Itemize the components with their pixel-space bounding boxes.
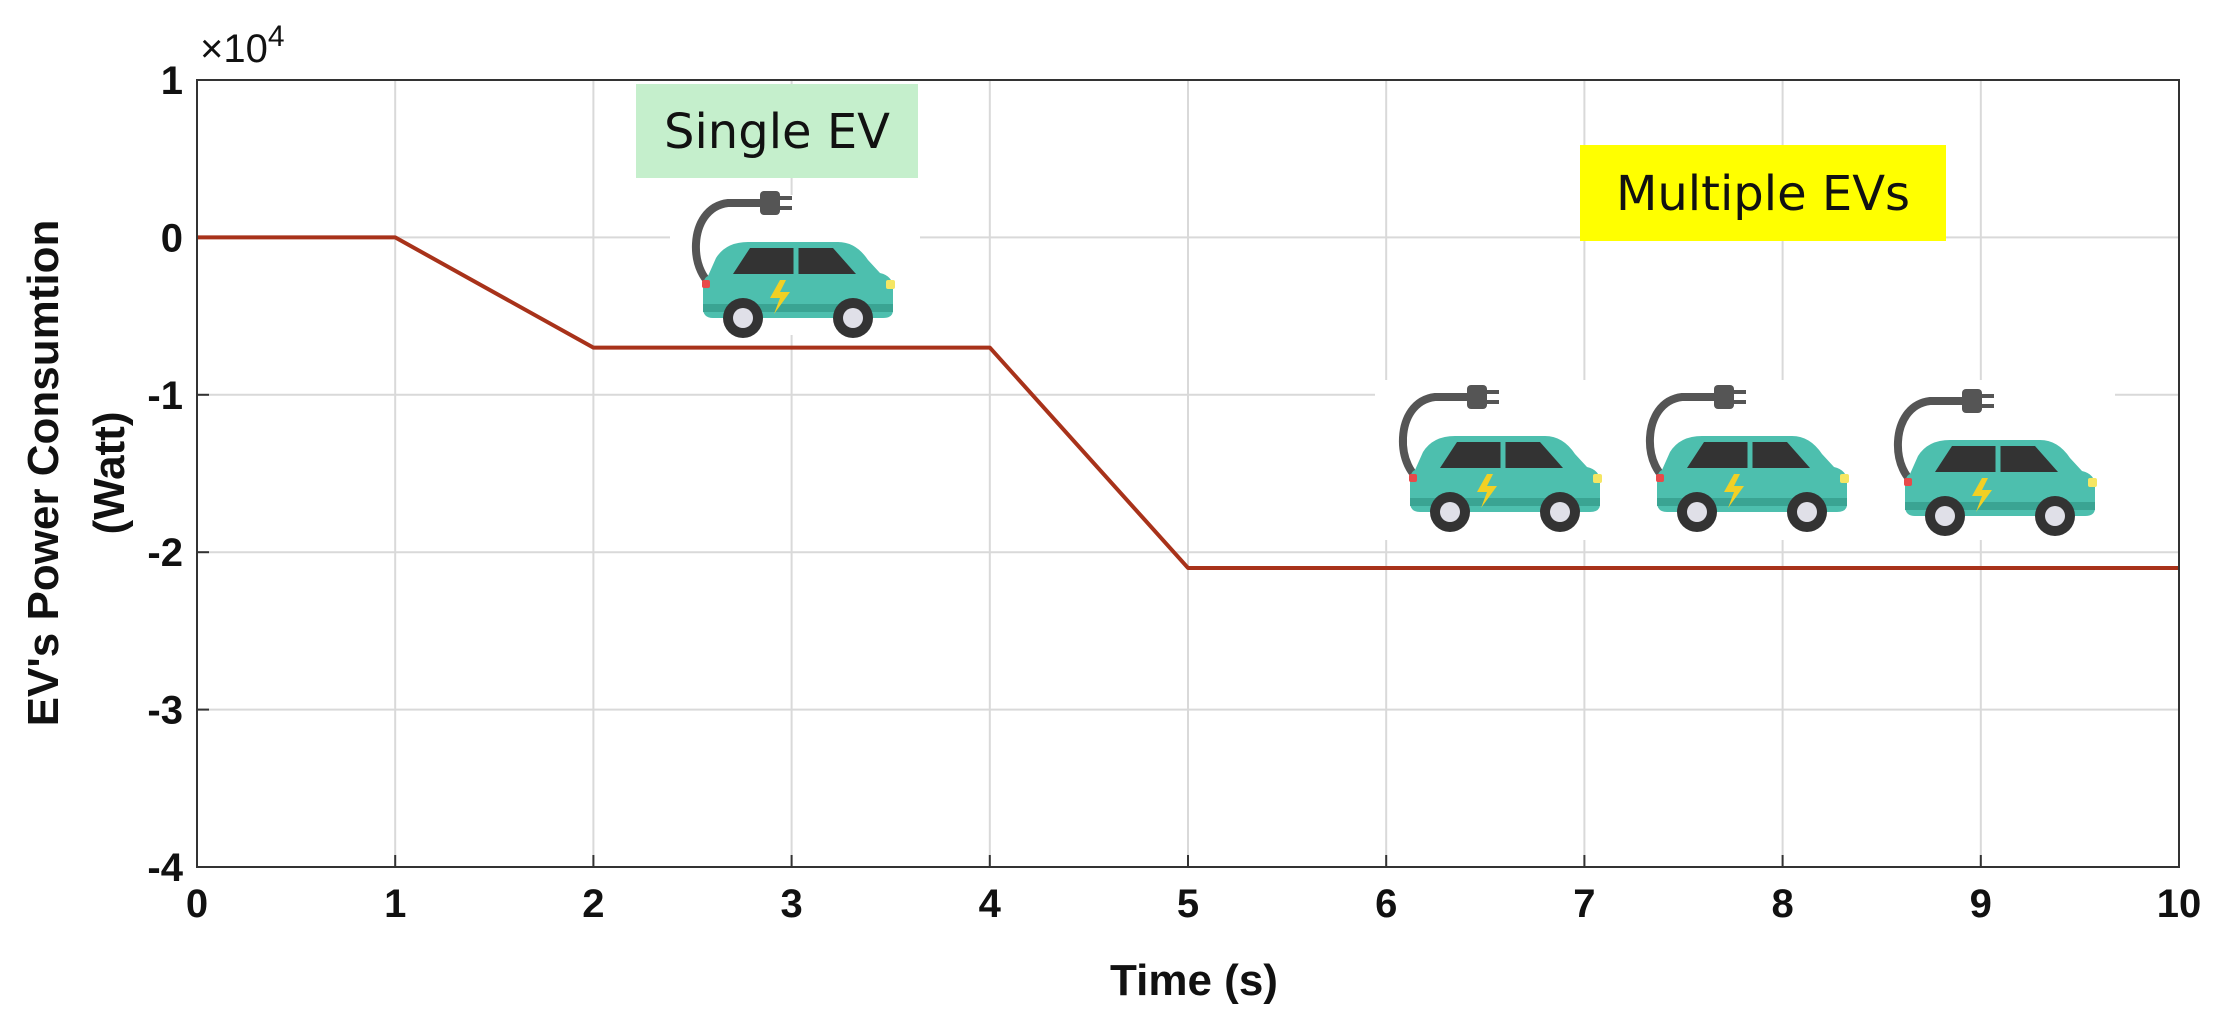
y-tick-label: 1 — [161, 59, 183, 103]
y-exponent: ×104 — [200, 20, 285, 71]
annotation-single-ev-box — [636, 84, 918, 178]
x-tick-labels: 0 1 2 3 4 5 6 7 8 9 10 — [186, 882, 2201, 926]
y-axis-label: EV's Power Consumtion (Watt) — [19, 220, 134, 727]
x-tick-label: 2 — [582, 882, 604, 926]
y-tick-label: -1 — [147, 374, 183, 418]
series-layer — [197, 235, 2179, 570]
x-tick-label: 3 — [780, 882, 802, 926]
x-tick-label: 10 — [2157, 882, 2202, 926]
x-tick-label: 4 — [979, 882, 1002, 926]
annotation-single-ev: Single EV — [636, 84, 918, 178]
y-tick-label: -2 — [147, 531, 183, 575]
x-axis-label: Time (s) — [1110, 956, 1278, 1005]
y-tick-label: 0 — [161, 216, 183, 260]
x-tick-label: 1 — [384, 882, 406, 926]
annotation-multiple-evs: Multiple EVs — [1580, 145, 1946, 241]
x-tick-label: 9 — [1970, 882, 1992, 926]
annotation-multiple-evs-box — [1580, 145, 1946, 241]
x-tick-label: 0 — [186, 882, 208, 926]
x-tick-label: 5 — [1177, 882, 1199, 926]
y-exponent-power: 4 — [268, 20, 285, 53]
y-tick-labels: 1 0 -1 -2 -3 -4 — [147, 59, 183, 890]
y-axis-label-line-2: (Watt) — [85, 412, 134, 535]
y-axis-label-line-1: EV's Power Consumtion — [19, 220, 68, 727]
x-tick-label: 8 — [1771, 882, 1793, 926]
y-tick-label: -4 — [147, 846, 183, 890]
ev-charging-car-icon — [670, 191, 920, 338]
x-tick-label: 7 — [1573, 882, 1595, 926]
y-exponent-base: ×10 — [200, 27, 268, 71]
y-tick-label: -3 — [147, 689, 183, 733]
annotation-single-ev-text: Single EV — [664, 104, 890, 160]
annotation-multiple-evs-text: Multiple EVs — [1616, 166, 1910, 222]
x-tick-label: 6 — [1375, 882, 1397, 926]
series-line-0 — [197, 235, 2179, 570]
plot-frame — [196, 79, 2180, 868]
